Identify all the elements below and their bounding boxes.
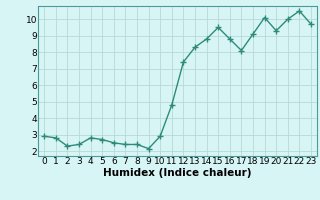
X-axis label: Humidex (Indice chaleur): Humidex (Indice chaleur) <box>103 168 252 178</box>
